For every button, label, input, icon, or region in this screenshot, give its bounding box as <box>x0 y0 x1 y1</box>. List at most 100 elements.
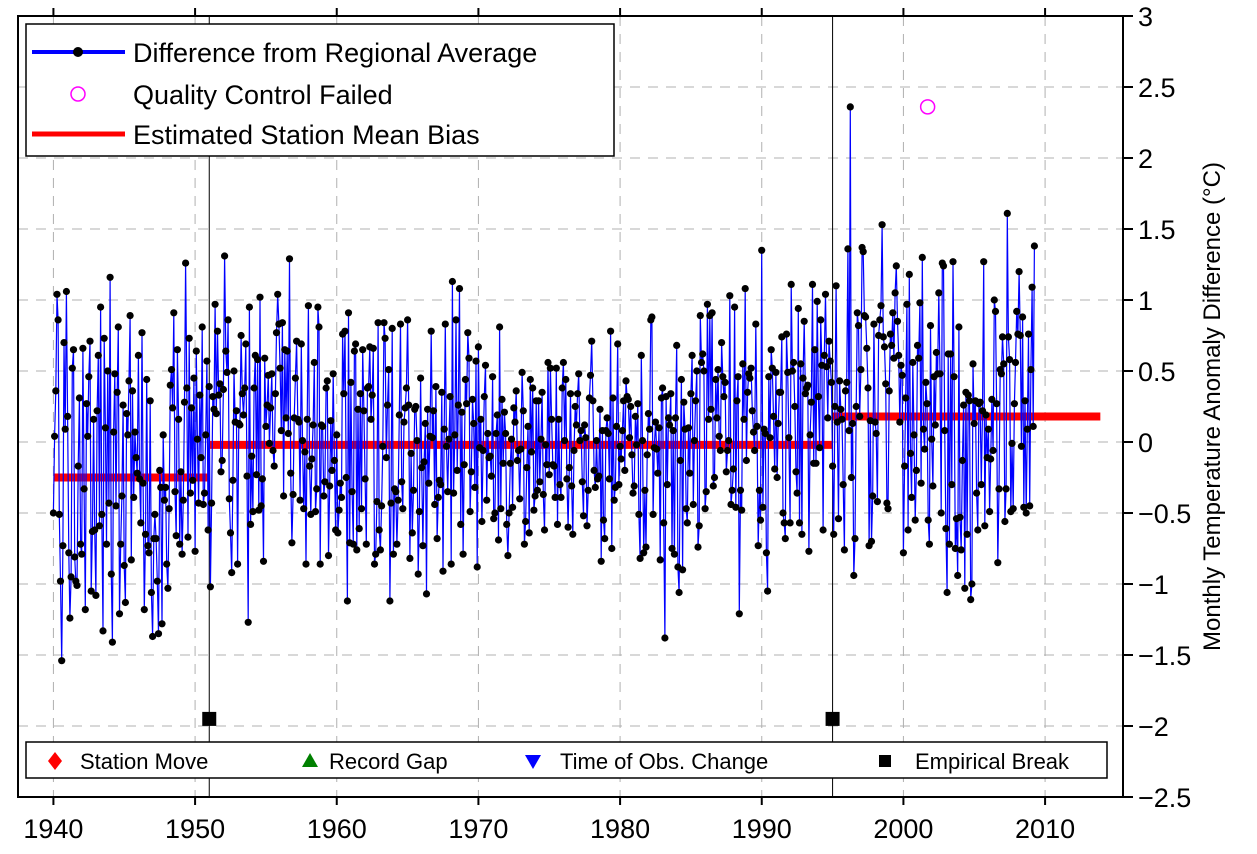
data-point <box>343 597 351 605</box>
data-point <box>701 505 709 513</box>
data-point <box>441 320 449 328</box>
data-point <box>878 221 886 229</box>
data-point <box>990 296 998 304</box>
data-point <box>911 516 919 524</box>
data-point <box>62 287 70 296</box>
data-point <box>68 364 76 372</box>
data-point <box>630 482 638 490</box>
data-point <box>995 485 1003 493</box>
data-point <box>102 540 111 548</box>
data-point <box>675 588 683 597</box>
data-point <box>965 397 974 405</box>
data-point <box>147 588 155 597</box>
data-point <box>888 341 896 349</box>
data-point <box>764 587 772 595</box>
data-point <box>659 384 667 392</box>
data-point <box>948 481 956 489</box>
data-point <box>682 505 690 513</box>
data-point <box>316 560 324 568</box>
data-point <box>212 410 220 418</box>
data-point <box>347 378 355 386</box>
data-point <box>876 316 884 324</box>
data-point <box>208 499 216 507</box>
data-point <box>545 471 553 479</box>
data-point <box>224 316 232 324</box>
data-point <box>219 385 227 394</box>
data-point <box>643 451 651 459</box>
data-point <box>228 569 236 577</box>
data-point <box>555 415 563 423</box>
data-point <box>761 429 769 438</box>
data-point <box>752 320 760 328</box>
data-point <box>720 393 728 401</box>
data-point <box>690 437 699 445</box>
data-point <box>751 446 759 455</box>
data-point <box>703 300 712 308</box>
data-point <box>239 411 248 419</box>
data-point <box>651 418 660 426</box>
data-point <box>825 337 833 345</box>
data-point <box>422 590 431 598</box>
data-point <box>986 508 994 516</box>
data-point <box>522 517 530 526</box>
x-tick-label: 1940 <box>23 814 83 844</box>
data-point <box>889 309 897 317</box>
data-point <box>1024 330 1033 338</box>
data-point <box>388 324 396 332</box>
data-point <box>765 373 773 381</box>
data-point <box>634 400 642 408</box>
data-point <box>177 468 185 476</box>
data-point <box>1008 439 1016 447</box>
data-point <box>419 542 427 550</box>
data-point <box>407 449 415 457</box>
data-point <box>756 516 765 524</box>
y-tick-label: 1.5 <box>1138 215 1176 245</box>
data-point <box>198 323 206 331</box>
data-point <box>839 481 847 489</box>
data-point <box>199 500 207 509</box>
data-point <box>575 370 583 378</box>
data-point <box>576 437 584 445</box>
data-point <box>615 481 623 489</box>
data-point <box>333 431 341 439</box>
data-point <box>49 509 58 517</box>
data-point <box>1000 360 1008 368</box>
data-point <box>421 419 429 428</box>
data-point <box>206 583 214 591</box>
data-point <box>92 591 100 600</box>
data-point <box>841 387 850 395</box>
data-point <box>341 327 349 335</box>
y-tick-label: 1 <box>1138 286 1153 316</box>
legend-bottom-label: Station Move <box>80 749 208 774</box>
legend-marker-swatch <box>73 47 83 57</box>
data-point <box>302 560 310 568</box>
x-tick-label: 2010 <box>1015 814 1075 844</box>
data-point <box>811 346 819 354</box>
data-point <box>769 412 778 420</box>
data-point <box>115 610 124 618</box>
data-point <box>440 425 448 433</box>
data-point <box>505 509 513 517</box>
data-point <box>149 632 157 641</box>
data-point <box>499 459 507 467</box>
data-point <box>173 346 181 354</box>
data-point <box>987 455 995 463</box>
data-point <box>427 327 435 335</box>
data-point <box>918 253 926 261</box>
data-point <box>540 526 549 534</box>
data-point <box>393 540 401 548</box>
data-point <box>744 388 752 396</box>
data-point <box>151 510 159 518</box>
data-point <box>982 411 990 419</box>
data-point <box>365 383 373 391</box>
data-point <box>259 557 268 565</box>
data-point <box>527 448 536 456</box>
data-point <box>716 446 725 455</box>
data-point <box>295 418 303 426</box>
data-point <box>595 472 603 480</box>
data-point <box>577 427 585 435</box>
data-point <box>924 516 932 524</box>
legend-top-label: Estimated Station Mean Bias <box>133 120 480 150</box>
data-point <box>94 351 102 359</box>
data-point <box>538 388 546 396</box>
